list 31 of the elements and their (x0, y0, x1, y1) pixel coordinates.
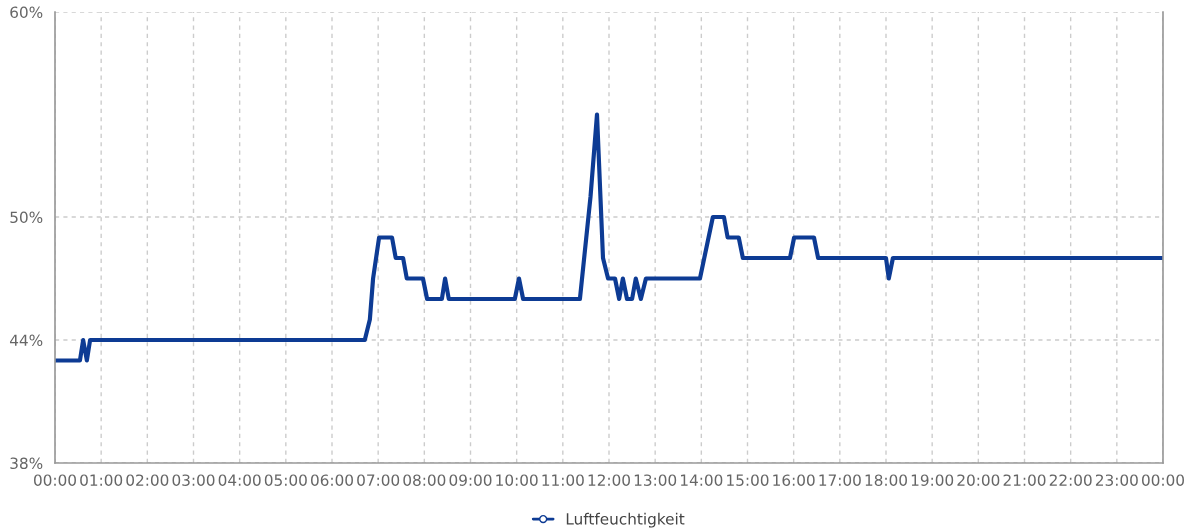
x-tick-label: 21:00 (1003, 474, 1046, 486)
y-tick-label: 38% (10, 457, 43, 470)
x-tick-label: 11:00 (542, 474, 584, 486)
x-tick-label: 22:00 (1049, 474, 1092, 486)
x-tick-label: 06:00 (310, 474, 353, 486)
x-tick-label: 13:00 (634, 474, 677, 486)
x-tick-label: 02:00 (126, 474, 169, 486)
x-tick-label: 14:00 (681, 474, 723, 486)
x-tick-label: 00:00 (33, 474, 76, 486)
x-tick-label: 12:00 (588, 474, 630, 486)
x-tick-label: 08:00 (403, 474, 446, 486)
x-tick-label: 03:00 (172, 474, 215, 486)
x-tick-label: 17:00 (819, 474, 861, 486)
x-tick-label: 05:00 (264, 474, 307, 486)
x-tick-label: 01:00 (80, 474, 123, 486)
x-tick-label: 07:00 (357, 474, 400, 486)
line-series (55, 112, 1163, 363)
x-tick-label: 09:00 (449, 474, 492, 486)
x-tick-label: 00:00 (1141, 474, 1184, 486)
y-tick-label: 44% (9, 334, 43, 347)
x-tick-label: 04:00 (218, 474, 261, 486)
x-tick-label: 20:00 (957, 474, 1000, 486)
x-tick-label: 10:00 (496, 474, 538, 486)
x-tick-label: 23:00 (1095, 474, 1138, 486)
y-tick-label: 60% (10, 6, 43, 19)
x-tick-label: 16:00 (773, 474, 815, 486)
y-tick-label: 50% (10, 211, 43, 224)
x-tick-label: 15:00 (727, 474, 769, 486)
x-tick-label: 18:00 (865, 474, 907, 486)
legend-label: Luftfeuchtigkeit (566, 512, 685, 528)
x-tick-label: 19:00 (911, 474, 954, 486)
